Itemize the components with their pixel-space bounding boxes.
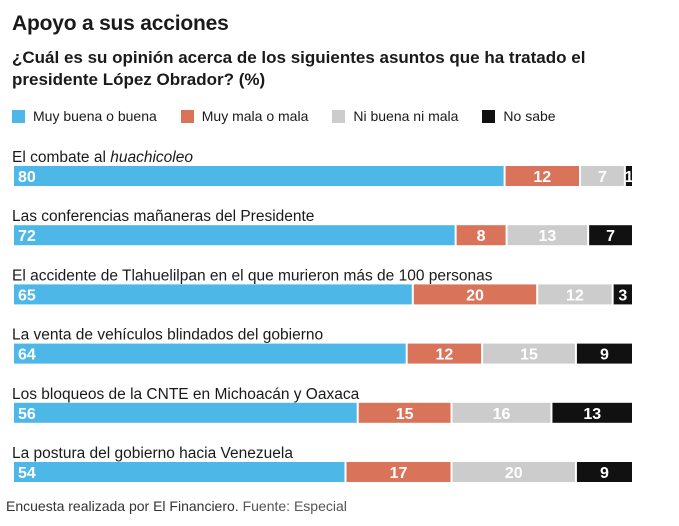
- bar-value-label: 8: [477, 228, 486, 245]
- footer-note: Encuesta realizada por El Financiero.: [6, 498, 239, 514]
- footer: Encuesta realizada por El Financiero. Fu…: [6, 498, 347, 514]
- category-label: El accidente de Tlahuelilpan en el que m…: [12, 267, 493, 284]
- bar-value-label: 54: [18, 465, 36, 482]
- legend-swatch: [482, 109, 496, 123]
- bar-segment: [613, 284, 632, 305]
- bar-segment: [552, 402, 632, 423]
- legend-item: Ni buena ni mala: [332, 108, 458, 124]
- bar-segment: [589, 225, 632, 246]
- bar-segment: [576, 462, 632, 482]
- legend-label: Muy buena o buena: [33, 108, 157, 124]
- legend-item: No sabe: [482, 108, 556, 124]
- bar-segment: [576, 343, 632, 364]
- bar-value-label: 12: [436, 347, 454, 364]
- bar-segment: [14, 166, 504, 186]
- footer-source: Fuente: Especial: [242, 498, 347, 514]
- bar-value-label: 16: [493, 406, 511, 423]
- bar-value-label: 3: [618, 287, 627, 304]
- bar-segment: [14, 284, 412, 305]
- bar-value-label: 12: [533, 169, 551, 186]
- bar-segment: [14, 225, 455, 246]
- bar-segment: [507, 225, 588, 246]
- bar-segment: [581, 166, 624, 186]
- bar-segment: [452, 462, 575, 482]
- bar-value-label: 80: [18, 169, 36, 186]
- bar-value-label: 9: [600, 465, 609, 482]
- legend-label: Muy mala o mala: [201, 108, 309, 124]
- bar-segment: [456, 225, 506, 246]
- bar-value-label: 20: [466, 287, 484, 304]
- category-label: La venta de vehículos blindados del gobi…: [12, 327, 323, 344]
- bar-value-label: 9: [600, 347, 609, 364]
- bar-value-label: 12: [566, 287, 584, 304]
- bar-value-label: 72: [18, 228, 36, 245]
- chart-title: Apoyo a sus acciones: [12, 12, 229, 35]
- bar-segment: [483, 343, 575, 364]
- bar-segment: [346, 462, 451, 482]
- category-label: La postura del gobierno hacia Venezuela: [12, 445, 293, 462]
- bar-value-label: 7: [598, 169, 607, 186]
- legend-label: Ni buena ni mala: [353, 108, 459, 124]
- bar-segment: [14, 402, 357, 423]
- legend-swatch: [332, 109, 346, 123]
- bar-value-label: 17: [390, 465, 408, 482]
- bar-value-label: 13: [583, 406, 601, 423]
- legend-swatch: [180, 109, 194, 123]
- bar-value-label: 64: [18, 347, 36, 364]
- bar-value-label: 15: [520, 347, 538, 364]
- bar-segment: [14, 343, 406, 364]
- bar-segment: [538, 284, 612, 305]
- bar-value-label: 56: [18, 406, 36, 423]
- legend-label: No sabe: [503, 108, 556, 124]
- category-label: Los bloqueos de la CNTE en Michoacán y O…: [12, 386, 360, 403]
- bar-value-label: 65: [18, 287, 36, 304]
- bar-segment: [452, 402, 551, 423]
- category-label: El combate al huachicoleo: [12, 149, 193, 166]
- bar-segment: [358, 402, 451, 423]
- bar-segment: [407, 343, 482, 364]
- chart-subtitle: ¿Cuál es su opinión acerca de los siguie…: [12, 48, 586, 89]
- legend-item: Muy mala o mala: [180, 108, 309, 124]
- bar-value-label: 20: [505, 465, 523, 482]
- bar-value-label: 7: [606, 228, 615, 245]
- bar-value-label: 15: [396, 406, 414, 423]
- legend-item: Muy buena o buena: [12, 108, 157, 124]
- bar-segment: [14, 462, 345, 482]
- legend-swatch: [12, 109, 25, 123]
- bar-segment: [625, 166, 632, 186]
- bar-segment: [505, 166, 580, 186]
- legend: Muy buena o buena Muy mala o mala Ni buena…: [12, 107, 580, 125]
- category-label: Las conferencias mañaneras del President…: [12, 208, 314, 225]
- bar-segment: [413, 284, 537, 305]
- bar-value-label: 13: [538, 228, 556, 245]
- bar-value-label: 1: [624, 169, 633, 186]
